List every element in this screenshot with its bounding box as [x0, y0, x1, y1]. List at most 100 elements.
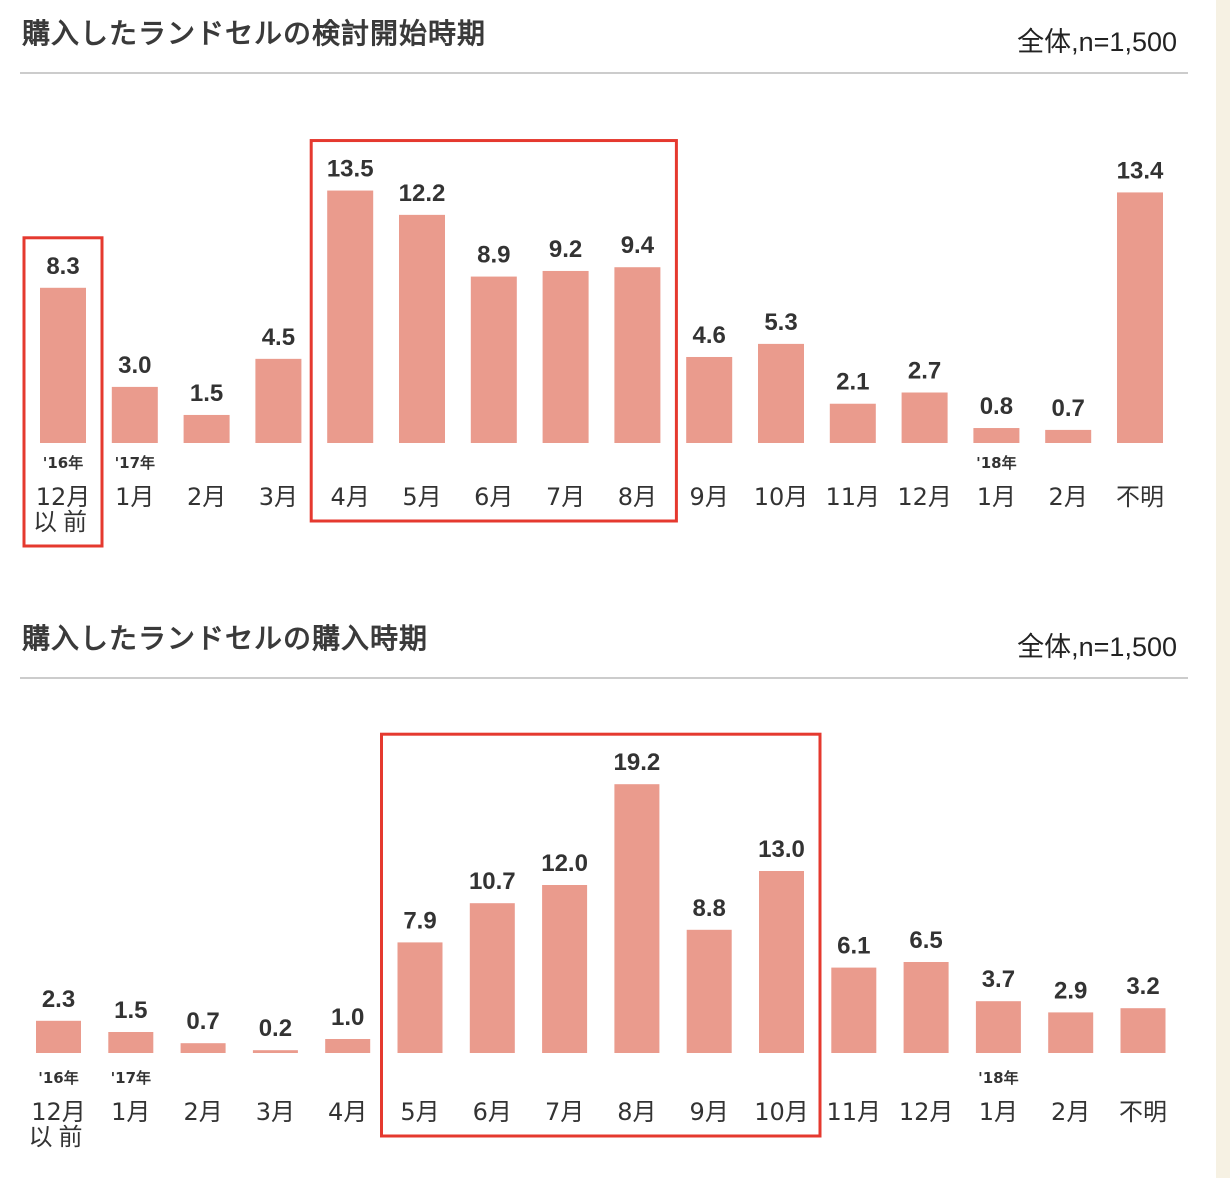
- bar: [901, 392, 948, 443]
- bar: [36, 1020, 81, 1053]
- bar: [759, 871, 804, 1053]
- x-tick-label: 10月: [754, 483, 809, 511]
- data-label: 19.2: [614, 749, 661, 776]
- bar: [327, 190, 374, 443]
- bar: [469, 903, 515, 1053]
- x-tick-label: 5月: [402, 483, 441, 511]
- data-label: 8.8: [693, 895, 726, 922]
- data-label: 3.0: [118, 352, 151, 379]
- data-label: 4.5: [262, 324, 295, 351]
- chart-panel-consideration: 購入したランドセルの検討開始時期 全体,n=1,500 8.3 '16年 12月 以前…: [0, 0, 1215, 585]
- bar: [542, 885, 588, 1053]
- side-stripe: [1216, 0, 1230, 1178]
- highlight-box: [309, 139, 678, 523]
- x-tick-label: 6月: [473, 1098, 512, 1126]
- data-label: 3.2: [1126, 973, 1159, 1000]
- x-tick-label: 12月: [36, 483, 91, 511]
- data-label: 13.5: [327, 156, 374, 183]
- x-tick-label: 8月: [618, 483, 657, 511]
- data-label: 1.5: [190, 380, 223, 407]
- bar: [397, 942, 443, 1053]
- bar: [325, 1039, 371, 1053]
- bar: [255, 358, 302, 443]
- data-label: 10.7: [469, 868, 516, 895]
- bar: [614, 267, 661, 443]
- sample-note: 全体,n=1,500: [1017, 27, 1177, 57]
- bar: [470, 276, 517, 443]
- x-tick-label: 1月: [115, 483, 154, 511]
- bar: [829, 403, 876, 443]
- x-tick-label: 1月: [977, 483, 1016, 511]
- data-label: 0.7: [1052, 395, 1085, 422]
- bar: [252, 1050, 298, 1053]
- bar: [1117, 192, 1163, 443]
- title-divider: [20, 72, 1188, 74]
- bar: [40, 287, 86, 443]
- data-label: 7.9: [403, 907, 436, 934]
- bar: [903, 962, 949, 1053]
- data-label: 2.7: [908, 358, 941, 385]
- x-tick-label: 以前: [33, 508, 93, 536]
- x-tick-label: 3月: [259, 483, 298, 511]
- data-label: 2.1: [836, 369, 869, 396]
- data-label: 13.0: [758, 836, 805, 863]
- x-tick-label: 5月: [400, 1098, 439, 1126]
- bar: [686, 356, 733, 443]
- x-tick-label: 4月: [328, 1098, 367, 1126]
- data-label: 8.9: [477, 242, 510, 269]
- data-label: 9.4: [621, 232, 655, 259]
- x-tick-label: 6月: [474, 483, 513, 511]
- year-label: '16年: [38, 1069, 78, 1087]
- bar: [831, 967, 877, 1053]
- bar: [542, 270, 589, 443]
- x-tick-label: 8月: [617, 1098, 656, 1126]
- data-label: 0.8: [980, 393, 1013, 420]
- chart-title: 購入したランドセルの検討開始時期: [22, 17, 487, 50]
- x-tick-label: 1月: [111, 1098, 150, 1126]
- bar: [108, 1032, 154, 1053]
- bar: [1045, 429, 1092, 443]
- x-tick-label: 12月: [899, 1098, 954, 1126]
- x-tick-label: 11月: [827, 1098, 882, 1126]
- x-tick-label: 以前: [29, 1123, 89, 1151]
- x-tick-label: 9月: [690, 483, 729, 511]
- x-tick-label: 2月: [183, 1098, 222, 1126]
- data-label: 1.5: [114, 997, 147, 1024]
- x-tick-label: 2月: [1051, 1098, 1090, 1126]
- year-label: '17年: [111, 1069, 151, 1087]
- bar: [686, 929, 732, 1053]
- bar: [183, 414, 230, 443]
- x-tick-label: 7月: [545, 1098, 584, 1126]
- bar: [1120, 1008, 1166, 1053]
- data-label: 0.2: [259, 1015, 292, 1042]
- data-label: 6.1: [837, 933, 870, 960]
- x-tick-label: 11月: [826, 483, 881, 511]
- data-label: 8.3: [46, 253, 79, 280]
- year-label: '16年: [43, 454, 83, 472]
- data-label: 9.2: [549, 236, 582, 263]
- x-tick-label: 2月: [1049, 483, 1088, 511]
- data-label: 12.2: [399, 180, 446, 207]
- x-tick-label: 1月: [979, 1098, 1018, 1126]
- bar: [758, 343, 804, 443]
- x-tick-label: 12月: [31, 1098, 86, 1126]
- data-label: 3.7: [982, 966, 1015, 993]
- bar: [975, 1001, 1021, 1053]
- data-label: 2.3: [42, 986, 75, 1013]
- bar: [399, 214, 445, 443]
- year-label: '18年: [976, 454, 1016, 472]
- highlight-box: [380, 732, 822, 1138]
- data-label: 5.3: [764, 309, 797, 336]
- x-tick-label: 3月: [256, 1098, 295, 1126]
- data-label: 13.4: [1117, 157, 1164, 184]
- bar: [1048, 1012, 1094, 1053]
- x-tick-label: 不明: [1119, 1098, 1167, 1126]
- data-label: 12.0: [541, 850, 588, 877]
- sample-note: 全体,n=1,500: [1017, 632, 1177, 662]
- x-tick-label: 4月: [331, 483, 370, 511]
- highlight-box: [22, 236, 104, 548]
- x-tick-label: 9月: [690, 1098, 729, 1126]
- x-tick-label: 10月: [754, 1098, 809, 1126]
